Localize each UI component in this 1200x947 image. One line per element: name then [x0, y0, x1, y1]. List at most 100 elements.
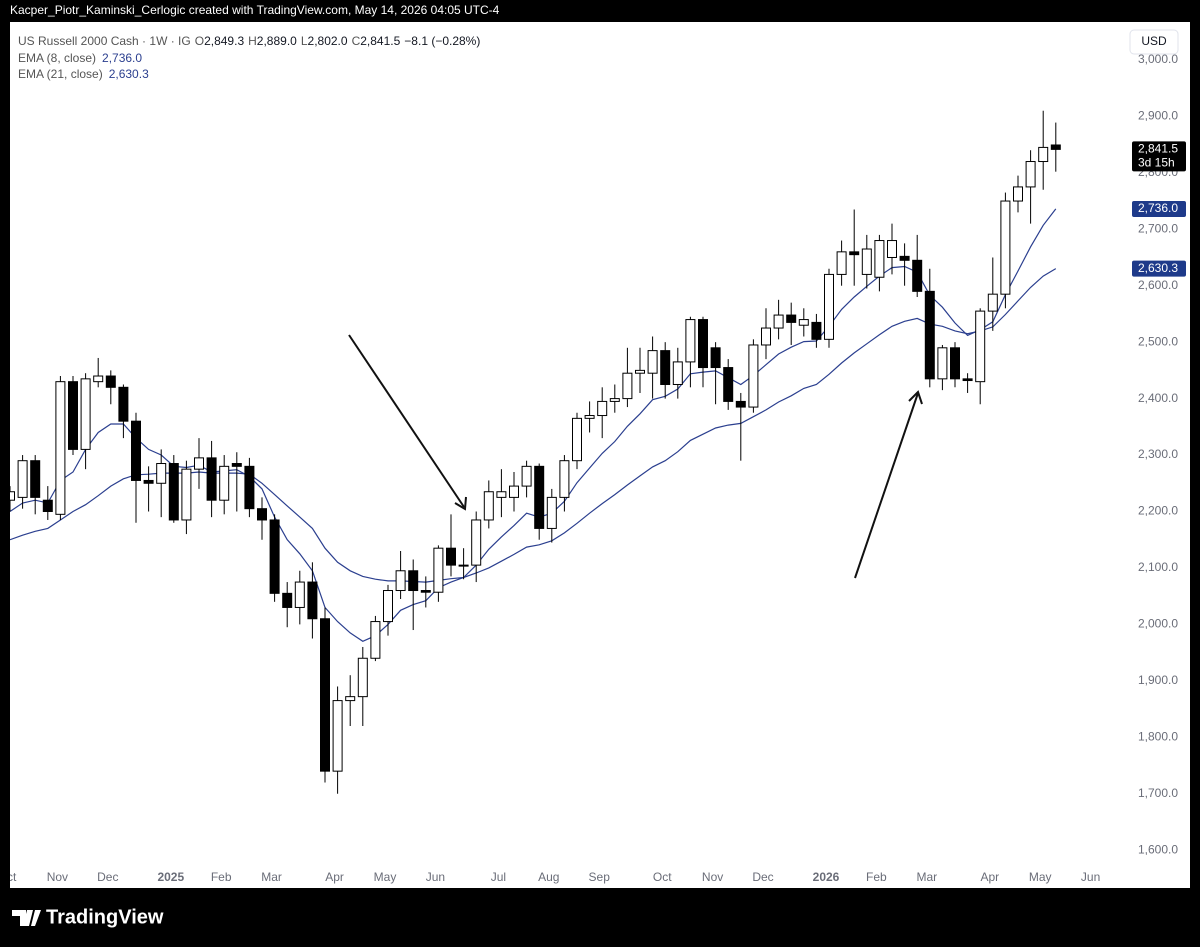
candle-body — [849, 251, 860, 256]
currency-box[interactable] — [1129, 29, 1179, 55]
candle-body — [219, 465, 230, 501]
candle-body — [786, 314, 797, 323]
candle-body — [584, 415, 595, 419]
candle-body — [244, 465, 255, 510]
x-tick-label: Mar — [261, 870, 282, 884]
candle-body — [420, 590, 431, 593]
candle-body — [194, 457, 204, 470]
header-legend: US Russell 2000 Cash · 1W · IG O2,849.3 H2… — [18, 34, 480, 48]
x-tick-label: Aug — [538, 870, 559, 884]
candle-body — [710, 347, 721, 369]
candle-body — [761, 327, 771, 346]
arrow — [348, 334, 465, 508]
x-tick-label: May — [374, 870, 397, 884]
candle-body — [206, 457, 217, 501]
ema-legend: EMA (21, close) 2,630.3 — [18, 67, 149, 81]
ohlc-key: H — [248, 34, 257, 48]
candle-body — [1025, 161, 1036, 188]
candle-body — [987, 293, 998, 312]
y-tick-label: 1,900.0 — [1138, 673, 1178, 687]
candle-body — [874, 240, 885, 278]
candle-body — [156, 463, 167, 484]
x-tick-label: Oct — [653, 870, 672, 884]
candle-body — [345, 696, 356, 702]
candle-body — [950, 347, 960, 380]
candle-body — [962, 378, 973, 382]
ema-value: 2,630.3 — [109, 67, 149, 81]
arrow-head — [454, 496, 467, 511]
x-tick-label: Jun — [1081, 870, 1100, 884]
ohlc-value: 2,802.0 — [308, 34, 348, 48]
candle-body — [887, 240, 897, 258]
x-axis: Oct Nov Dec 2025 Feb Mar Apr May Jun Jul Aug Sep Oct… — [10, 870, 1100, 884]
candle-body — [471, 519, 482, 566]
x-tick-label: Feb — [211, 870, 232, 884]
candle-body — [496, 491, 507, 498]
candle-body — [294, 581, 305, 608]
x-tick-label: Sep — [589, 870, 611, 884]
countdown: 3d 15h — [1138, 156, 1175, 170]
candle-body — [80, 378, 91, 450]
x-tick-label: Nov — [47, 870, 68, 884]
ema-tag-label: 2,736.0 — [1138, 201, 1178, 215]
candle-body — [572, 417, 582, 462]
x-tick-label: Nov — [702, 870, 723, 884]
candle-body — [1038, 146, 1049, 163]
x-tick-label: Apr — [980, 870, 999, 884]
candle-body — [446, 547, 456, 566]
ema-value: 2,736.0 — [102, 51, 142, 65]
y-tick-label: 2,400.0 — [1138, 391, 1178, 405]
candle-body — [320, 618, 330, 772]
candle-body — [282, 592, 293, 608]
candle-body — [937, 347, 948, 380]
ema-tag-label: 2,630.3 — [1138, 261, 1178, 275]
candle-body — [143, 479, 154, 484]
x-tick-label: Jul — [491, 870, 506, 884]
y-tick-label: 2,000.0 — [1138, 617, 1178, 631]
x-tick-label: Jun — [426, 870, 445, 884]
ohlc-key: O — [195, 34, 204, 48]
brand-logo: TradingView — [12, 906, 164, 928]
candle-body — [181, 468, 192, 521]
x-tick-label: Feb — [866, 870, 887, 884]
candle-body — [168, 463, 179, 521]
candle-body — [42, 499, 53, 512]
candle-body — [105, 375, 116, 388]
ema-legend: EMA (8, close) 2,736.0 — [18, 51, 142, 65]
y-tick-label: 1,700.0 — [1138, 786, 1178, 800]
candle-body — [685, 319, 696, 363]
y-tick-label: 2,500.0 — [1138, 334, 1178, 348]
candle-body — [534, 465, 545, 529]
y-tick-label: 2,100.0 — [1138, 560, 1178, 574]
ohlc-value: 2,841.5 — [360, 34, 400, 48]
ema-tag — [1132, 200, 1186, 217]
candle-body — [269, 519, 280, 594]
x-tick-label: 2026 — [813, 870, 840, 884]
x-tick-label: Apr — [325, 870, 344, 884]
candle-body — [597, 400, 608, 417]
candle-body — [55, 381, 66, 515]
candle-body — [231, 463, 242, 467]
y-tick-label: 3,000.0 — [1138, 52, 1178, 66]
logo-mark — [12, 910, 41, 926]
plot — [10, 110, 1061, 794]
y-tick-label: 2,200.0 — [1138, 504, 1178, 518]
candle-body — [1050, 144, 1061, 150]
candle-body — [647, 350, 658, 374]
candle-body — [408, 570, 419, 592]
candle-body — [672, 361, 683, 385]
candle-body — [748, 344, 759, 408]
arrow-head — [908, 390, 923, 405]
candle-body — [773, 314, 784, 329]
currency[interactable]: USD — [1141, 34, 1167, 48]
candle-body — [30, 460, 41, 498]
annotations — [348, 334, 923, 579]
candle-body — [609, 398, 620, 402]
candle-body — [458, 564, 469, 567]
candle-body — [370, 621, 381, 659]
y-tick-label: 2,900.0 — [1138, 109, 1178, 123]
y-tick-label: 2,300.0 — [1138, 447, 1178, 461]
candle-body — [93, 375, 104, 383]
ohlc-value: 2,889.0 — [257, 34, 297, 48]
candle-body — [1013, 186, 1023, 202]
